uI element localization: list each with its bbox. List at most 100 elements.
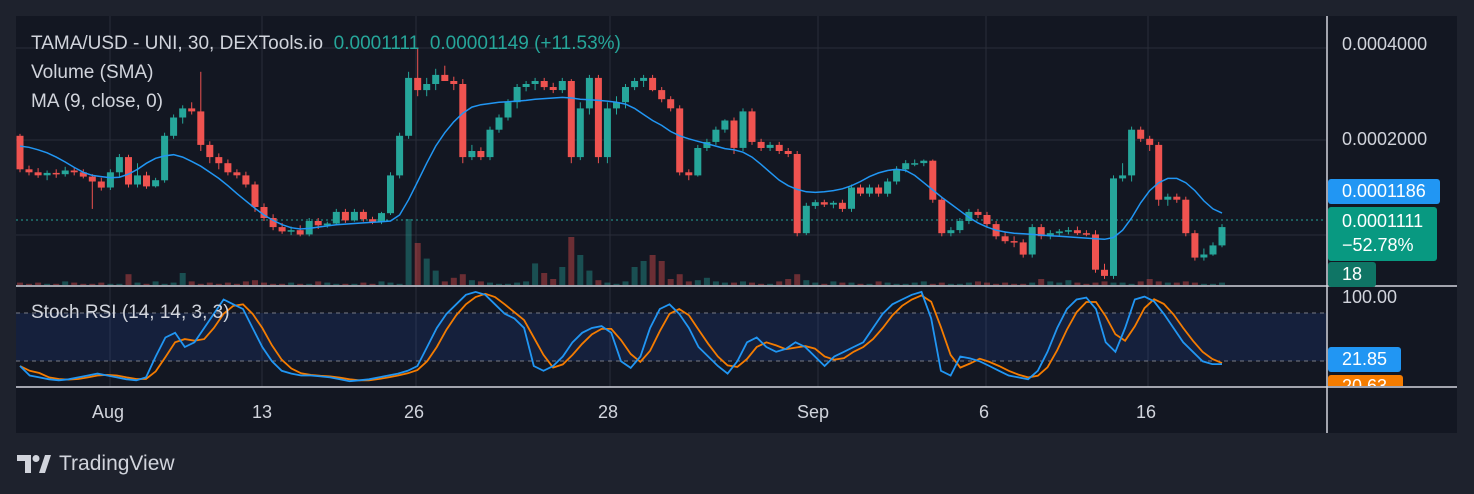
candle-body	[278, 227, 286, 232]
candle-body	[387, 175, 394, 214]
volume-bar	[1200, 283, 1207, 285]
candle-body	[504, 102, 512, 118]
candle-body	[920, 160, 928, 164]
volume-bar	[839, 282, 846, 285]
volume-bar	[1137, 281, 1144, 285]
candle-body	[125, 157, 132, 185]
candle-body	[603, 108, 611, 158]
price-tag: 0.0001111 −52.78%	[1328, 207, 1438, 261]
candle-body	[585, 77, 593, 109]
volume-bar	[414, 243, 421, 285]
volume-bar	[270, 283, 277, 285]
volume-bar	[396, 283, 403, 285]
candle-body	[369, 219, 376, 222]
candle-body	[43, 172, 51, 176]
volume-bar	[523, 281, 530, 285]
candle-body	[70, 170, 78, 173]
candle-body	[359, 211, 367, 220]
candle-body	[766, 144, 774, 148]
volume-bar	[956, 283, 963, 285]
tradingview-logo[interactable]: TradingView	[17, 452, 175, 476]
volume-bar	[559, 267, 566, 285]
volume-bar	[857, 283, 864, 285]
stoch-k-tag: 21.85	[1328, 347, 1402, 372]
volume-bar	[405, 219, 412, 285]
volume-bar	[776, 281, 783, 285]
candle-body	[1092, 234, 1099, 270]
volume-bar	[125, 274, 132, 285]
candle-body	[34, 172, 42, 176]
candle-body	[1101, 269, 1108, 276]
candle-body	[106, 172, 114, 188]
volume-bar	[197, 283, 204, 285]
candle-body	[594, 77, 602, 158]
time-tick-13: 13	[252, 402, 273, 422]
candle-body	[640, 77, 648, 81]
candle-body	[341, 211, 349, 221]
candle-body	[16, 135, 24, 170]
volume-tag: 18	[1328, 262, 1376, 287]
candle-body	[1164, 196, 1172, 200]
ma-legend[interactable]: MA (9, close, 0)	[31, 91, 163, 112]
volume-bar	[1128, 283, 1135, 285]
candle-body	[251, 184, 259, 207]
volume-bar	[676, 274, 683, 285]
volume-bar	[333, 283, 340, 285]
candle-body	[215, 157, 223, 164]
time-tick-28: 28	[598, 402, 619, 422]
candle-body	[811, 202, 819, 206]
candle-body	[115, 157, 123, 173]
candle-body	[1073, 230, 1081, 234]
volume-bar	[1173, 282, 1180, 285]
volume-bar	[459, 274, 466, 285]
price-tick-0: 0.0004000	[1342, 34, 1428, 54]
volume-bar	[577, 255, 584, 285]
symbol-legend[interactable]: TAMA/USD - UNI, 30, DEXTools.io 0.000111…	[31, 33, 621, 55]
candle-body	[902, 163, 910, 170]
candle-body	[188, 108, 196, 112]
candle-body	[775, 144, 783, 151]
time-tick-aug: Aug	[92, 402, 125, 422]
candle-body	[414, 77, 422, 91]
volume-bar	[1011, 283, 1018, 285]
volume-bar	[477, 281, 484, 285]
candle-body	[513, 87, 521, 103]
volume-bar	[758, 283, 765, 285]
candle-body	[757, 141, 765, 148]
candle-body	[179, 108, 187, 118]
volume-bar	[1083, 283, 1090, 285]
candle-body	[233, 172, 241, 176]
volume-bar	[306, 283, 313, 285]
volume-bar	[378, 281, 385, 285]
candle-body	[694, 148, 702, 176]
volume-bar	[1020, 283, 1027, 285]
volume-legend[interactable]: Volume (SMA)	[31, 62, 154, 83]
candle-body	[676, 108, 684, 173]
candle-body	[829, 202, 837, 205]
candle-body	[170, 117, 178, 136]
candle-body	[658, 90, 666, 100]
candle-body	[622, 87, 629, 103]
volume-bar	[324, 282, 331, 285]
volume-bar	[179, 273, 186, 285]
candle-body	[730, 120, 738, 148]
candle-body	[1200, 254, 1208, 258]
candle-body	[79, 172, 87, 177]
volume-bar	[622, 281, 629, 285]
candle-body	[1046, 233, 1054, 237]
volume-bar	[89, 283, 96, 285]
volume-bar	[893, 283, 900, 285]
volume-bar	[694, 280, 701, 285]
candle-body	[25, 169, 33, 173]
volume-bar	[794, 274, 801, 285]
candle-body	[929, 160, 937, 200]
volume-bar	[803, 280, 810, 285]
candle-body	[1155, 144, 1163, 200]
stoch-legend[interactable]: Stoch RSI (14, 14, 3, 3)	[31, 302, 230, 323]
brand-name: TradingView	[59, 452, 175, 475]
candle-body	[884, 181, 892, 194]
candle-body	[1037, 227, 1045, 237]
volume-bar	[387, 282, 394, 285]
stoch-d-line	[19, 292, 1223, 382]
candle-body	[1019, 242, 1027, 255]
